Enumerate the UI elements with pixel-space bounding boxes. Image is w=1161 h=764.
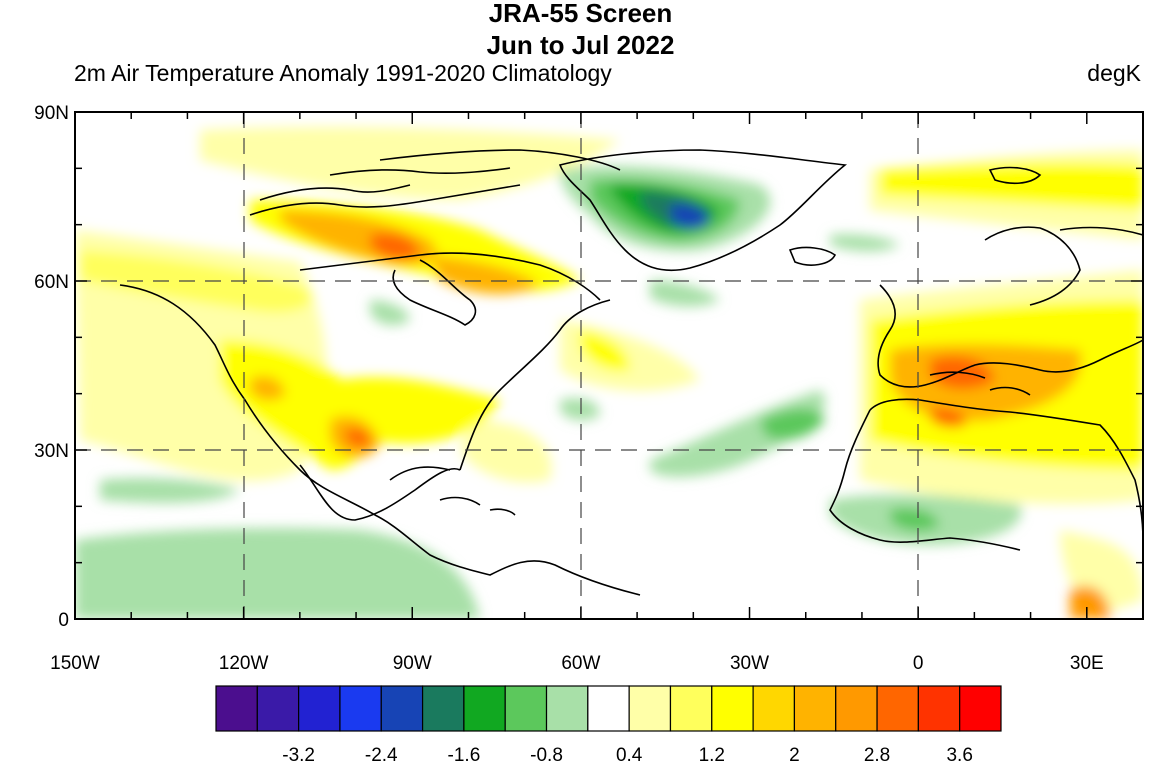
colorbar-label: -0.8	[530, 745, 563, 764]
colorbar	[215, 685, 1002, 732]
colorbar-label: 2.8	[864, 745, 890, 764]
lat-label: 30N	[34, 441, 69, 462]
anomaly-shading	[75, 127, 1143, 619]
units-label: degK	[1087, 60, 1141, 86]
gridlines	[75, 112, 1143, 619]
colorbar-swatch	[421, 685, 465, 732]
map-frame	[74, 111, 1144, 620]
colorbar-swatch	[545, 685, 589, 732]
colorbar-label: 3.6	[946, 745, 972, 764]
colorbar-swatch	[628, 685, 672, 732]
colorbar-swatch	[876, 685, 919, 732]
colorbar-swatch	[339, 685, 382, 732]
latitude-labels: 90N 60N 30N 0	[34, 103, 69, 631]
colorbar-swatch	[959, 685, 1002, 732]
chart-subtitle-period: Jun to Jul 2022	[486, 30, 675, 60]
colorbar-swatch	[793, 685, 837, 732]
lon-label: 0	[913, 653, 924, 674]
colorbar-swatch	[504, 685, 548, 732]
lon-label: 60W	[561, 653, 600, 674]
colorbar-label: -3.2	[282, 745, 315, 764]
colorbar-swatch	[215, 685, 258, 732]
colorbar-swatch	[256, 685, 300, 732]
lat-label: 90N	[34, 103, 69, 124]
chart-title: JRA-55 Screen	[488, 0, 673, 28]
longitude-labels: 150W 120W 90W 60W 30W 0 30E	[50, 653, 1104, 674]
lat-label: 0	[58, 610, 69, 631]
colorbar-labels: -3.2 -2.4 -1.6 -0.8 0.4 1.2 2 2.8 3.6	[282, 745, 973, 764]
colorbar-swatch	[587, 685, 630, 732]
colorbar-swatch	[752, 685, 796, 732]
colorbar-swatch	[380, 685, 424, 732]
coastlines	[119, 149, 1143, 596]
lon-label: 90W	[393, 653, 432, 674]
lon-label: 30E	[1070, 653, 1104, 674]
colorbar-swatch	[917, 685, 961, 732]
colorbar-swatch	[463, 685, 506, 732]
axis-ticks	[74, 111, 1144, 620]
colorbar-label: -1.6	[448, 745, 481, 764]
lon-label: 120W	[219, 653, 269, 674]
colorbar-label: 2	[789, 745, 800, 764]
colorbar-label: 0.4	[616, 745, 643, 764]
variable-label: 2m Air Temperature Anomaly 1991-2020 Cli…	[74, 60, 612, 86]
lat-label: 60N	[34, 272, 69, 293]
colorbar-swatch	[298, 685, 341, 732]
lon-label: 150W	[50, 653, 100, 674]
colorbar-label: -2.4	[365, 745, 398, 764]
colorbar-swatch	[835, 685, 878, 732]
colorbar-swatch	[711, 685, 754, 732]
colorbar-swatch	[669, 685, 713, 732]
colorbar-label: 1.2	[699, 745, 725, 764]
lon-label: 30W	[730, 653, 769, 674]
